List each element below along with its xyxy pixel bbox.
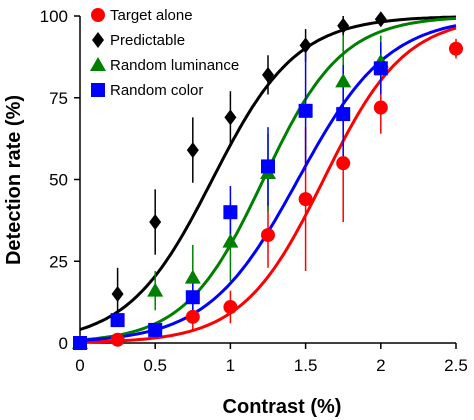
legend-random-color-label: Random color xyxy=(110,82,203,99)
data-point-predictable xyxy=(337,17,350,34)
legend-random-luminance-marker xyxy=(90,57,106,71)
y-axis-title: Detection rate (%) xyxy=(3,95,25,265)
data-point-target-alone xyxy=(298,192,313,207)
data-point-random-color xyxy=(148,322,163,337)
data-point-target-alone xyxy=(261,228,275,243)
data-point-random-color xyxy=(373,61,388,76)
data-point-target-alone xyxy=(449,41,463,56)
legend-target-alone-marker xyxy=(91,8,105,22)
legend: Target alone Predictable Random luminance R… xyxy=(90,7,239,99)
y-tick-label: 50 xyxy=(49,171,68,190)
data-point-target-alone xyxy=(110,332,125,347)
x-tick-label: 0.5 xyxy=(143,356,167,375)
data-point-random-color xyxy=(73,336,87,350)
fit-curve-target-alone xyxy=(79,26,457,344)
data-point-random-color xyxy=(298,103,313,118)
legend-target-alone-label: Target alone xyxy=(110,7,193,24)
x-tick-label: 2.5 xyxy=(444,356,468,375)
legend-random-luminance-label: Random luminance xyxy=(110,57,239,74)
data-point-random-luminance xyxy=(184,269,201,284)
legend-random-color-marker xyxy=(91,83,105,97)
y-tick-label: 100 xyxy=(40,7,68,26)
data-point-target-alone xyxy=(373,100,388,115)
data-point-random-color xyxy=(185,290,200,305)
x-tick-label: 2 xyxy=(376,356,385,375)
tick-marks: 0 0.5 1 1.5 2 2.5 0 25 50 75 100 xyxy=(40,7,468,375)
data-point-random-luminance xyxy=(335,73,352,88)
data-point-predictable xyxy=(224,109,237,126)
data-point-random-color xyxy=(261,159,275,174)
legend-predictable-label: Predictable xyxy=(110,32,185,49)
x-tick-label: 0 xyxy=(75,356,84,375)
x-tick-label: 1 xyxy=(226,356,235,375)
legend-predictable-marker xyxy=(92,32,104,48)
data-point-predictable xyxy=(186,142,199,159)
data-point-random-color xyxy=(110,313,125,328)
data-point-predictable xyxy=(149,214,162,231)
data-point-random-luminance xyxy=(147,282,164,297)
data-point-target-alone xyxy=(185,309,200,324)
data-point-target-alone xyxy=(223,300,238,315)
data-point-predictable xyxy=(262,66,274,83)
data-point-predictable xyxy=(299,37,312,54)
y-tick-label: 75 xyxy=(49,89,68,108)
data-point-random-color xyxy=(223,205,238,220)
data-point-predictable xyxy=(374,11,387,28)
y-tick-label: 25 xyxy=(49,252,68,271)
y-tick-label: 0 xyxy=(59,334,68,353)
data-point-random-color xyxy=(336,107,351,122)
data-markers xyxy=(72,11,463,350)
x-tick-label: 1.5 xyxy=(294,356,318,375)
x-axis-title: Contrast (%) xyxy=(223,396,342,418)
data-point-target-alone xyxy=(336,156,351,171)
data-point-random-luminance xyxy=(222,233,239,248)
data-point-predictable xyxy=(111,285,124,302)
